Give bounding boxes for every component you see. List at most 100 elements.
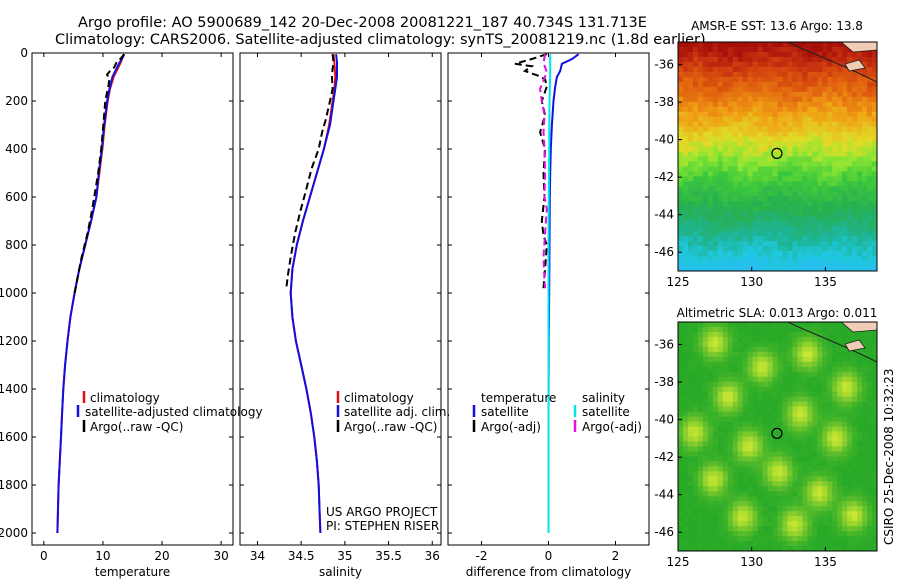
sst-cell: [817, 176, 823, 182]
sla-cell: [747, 322, 754, 328]
sst-cell: [752, 266, 759, 271]
sla-cell: [812, 466, 818, 472]
sla-cell: [722, 371, 729, 378]
sla-cell: [678, 496, 684, 502]
sst-cell: [847, 101, 853, 108]
sst-cell: [682, 126, 689, 133]
sla-cell: [822, 531, 828, 537]
sla-cell: [757, 526, 764, 532]
sla-cell: [722, 546, 729, 551]
sla-cell: [822, 336, 828, 343]
sla-cell: [837, 546, 843, 551]
sla-cell: [678, 491, 684, 497]
sla-cell: [722, 501, 729, 507]
sst-cell: [827, 76, 833, 83]
sla-cell: [857, 356, 863, 363]
sla-cell: [727, 371, 734, 378]
sst-cell: [717, 131, 724, 138]
sst-cell: [792, 91, 798, 98]
sla-cell: [737, 336, 744, 343]
sla-cell: [702, 361, 709, 368]
sst-cell: [792, 196, 798, 202]
sst-cell: [807, 121, 813, 128]
sla-cell: [787, 541, 794, 547]
sla-cell: [687, 376, 694, 383]
sst-cell: [817, 121, 823, 128]
sla-cell: [822, 496, 828, 502]
sla-cell: [762, 471, 769, 477]
sla-cell: [787, 531, 794, 537]
sst-cell: [837, 236, 843, 242]
sst-cell: [767, 61, 774, 68]
float-marker: [771, 427, 783, 439]
sla-cell: [757, 356, 764, 363]
sla-cell: [847, 471, 853, 477]
sst-cell: [687, 236, 694, 242]
sla-cell: [678, 541, 684, 547]
sla-cell: [867, 436, 873, 443]
sla-cell: [687, 322, 694, 328]
sst-cell: [832, 101, 838, 108]
sst-cell: [802, 161, 808, 168]
sla-cell: [737, 536, 744, 542]
sla-cell: [752, 366, 759, 373]
sst-cell: [772, 251, 779, 257]
sst-cell: [807, 91, 813, 98]
sst-cell: [767, 161, 774, 168]
sla-cell: [722, 471, 729, 477]
sst-cell: [777, 181, 784, 187]
sst-cell: [747, 116, 754, 123]
sla-cell: [827, 431, 833, 438]
sla-cell: [822, 521, 828, 527]
sla-cell: [797, 476, 803, 482]
sst-cell: [852, 116, 858, 123]
sst-cell: [817, 161, 823, 168]
sst-cell: [772, 261, 779, 267]
sla-cell: [842, 331, 848, 338]
sst-cell: [737, 256, 744, 262]
sla-cell: [707, 431, 714, 438]
sst-cell: [832, 196, 838, 202]
sst-cell: [852, 241, 858, 247]
sla-cell: [722, 526, 729, 532]
sla-cell: [867, 541, 873, 547]
sla-cell: [717, 506, 724, 512]
sst-cell: [702, 236, 709, 242]
sst-cell: [678, 211, 684, 217]
sst-cell: [707, 121, 714, 128]
sst-cell: [802, 111, 808, 118]
sla-cell: [832, 531, 838, 537]
sst-cell: [757, 42, 764, 48]
sst-cell: [747, 51, 754, 58]
sst-cell: [827, 161, 833, 168]
sst-cell: [832, 106, 838, 113]
sst-cell: [872, 161, 877, 168]
sla-cell: [827, 421, 833, 428]
sst-cell: [832, 176, 838, 182]
sst-cell: [742, 96, 749, 103]
sla-cell: [797, 436, 803, 443]
sst-cell: [757, 161, 764, 168]
sst-cell: [757, 216, 764, 222]
sla-cell: [862, 396, 868, 403]
sla-cell: [762, 441, 769, 448]
sla-cell: [862, 371, 868, 378]
sst-cell: [782, 71, 789, 78]
sst-cell: [757, 106, 764, 113]
sst-cell: [817, 206, 823, 212]
sst-cell: [802, 176, 808, 182]
sst-cell: [707, 151, 714, 158]
sst-cell: [782, 186, 789, 192]
sst-cell: [707, 191, 714, 197]
sla-cell: [682, 401, 689, 408]
sla-cell: [827, 336, 833, 343]
sla-cell: [707, 516, 714, 522]
sla-cell: [732, 386, 739, 393]
sst-cell: [837, 171, 843, 178]
sla-cell: [757, 346, 764, 353]
sla-cell: [762, 541, 769, 547]
sst-cell: [817, 46, 823, 53]
sla-cell: [777, 396, 784, 403]
sla-cell: [717, 341, 724, 348]
sla-cell: [797, 386, 803, 393]
